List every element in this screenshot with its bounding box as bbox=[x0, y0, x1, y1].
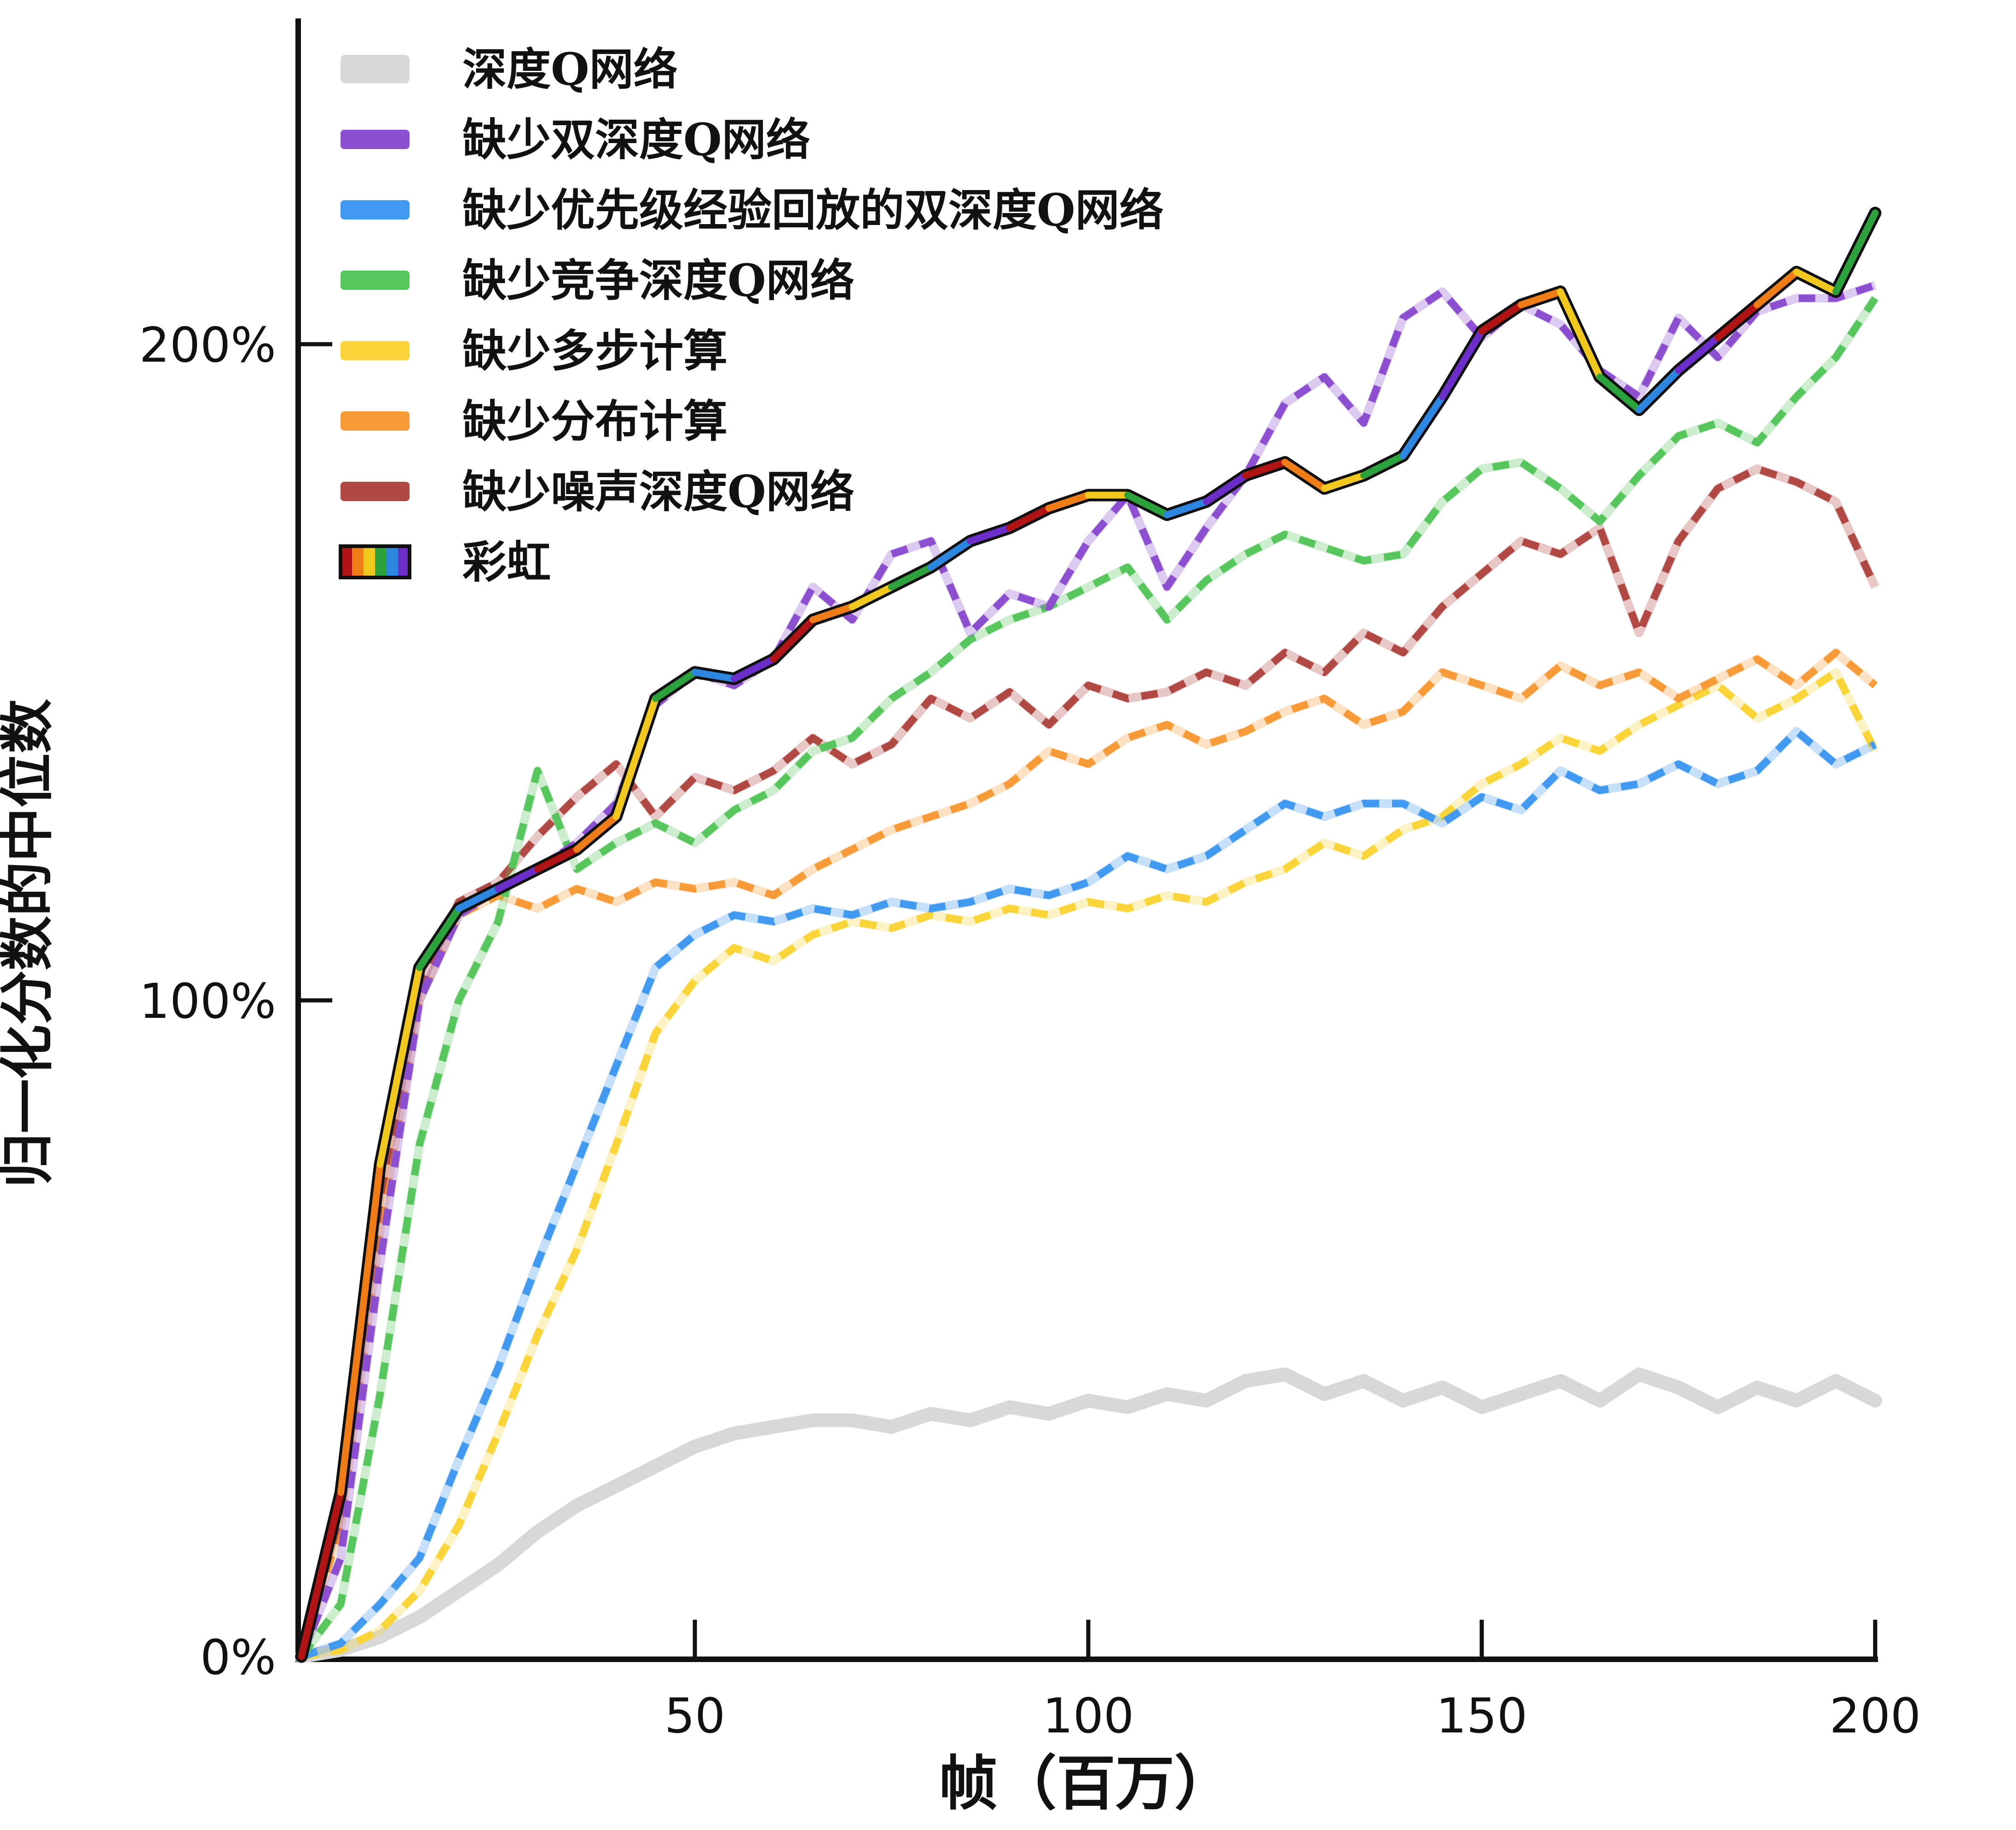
curve-rainbow-segment bbox=[1635, 367, 1682, 414]
legend-item: 缺少优先级经验回放的双深度Q网络 bbox=[341, 184, 1164, 236]
legend-swatch bbox=[341, 411, 410, 431]
curve-rainbow-segment bbox=[1360, 452, 1407, 479]
legend-swatch bbox=[341, 130, 410, 149]
series-缺少噪声深度Q网络 bbox=[297, 464, 1879, 1658]
curve-rainbow-segment bbox=[376, 964, 423, 1168]
y-axis-label: 归一化分数的中位数 bbox=[0, 699, 59, 1188]
legend-swatch-stripe bbox=[387, 546, 398, 577]
curve-rainbow-segment bbox=[1282, 459, 1328, 492]
curve-dashed bbox=[298, 465, 1879, 1658]
legend: 深度Q网络缺少双深度Q网络缺少优先级经验回放的双深度Q网络缺少竞争深度Q网络缺少… bbox=[339, 43, 1164, 588]
curve-rainbow-segment bbox=[534, 846, 580, 873]
y-tick-label: 200% bbox=[139, 317, 276, 373]
legend-swatch-stripe bbox=[341, 546, 352, 577]
legend-swatch-rainbow bbox=[339, 544, 411, 579]
curve-rainbow-segment bbox=[927, 537, 974, 571]
curve-rainbow-segment bbox=[495, 866, 541, 893]
x-tick-label: 200 bbox=[1830, 1688, 1921, 1744]
curve-rainbow-segment bbox=[731, 655, 777, 682]
curve-rainbow-segment bbox=[1439, 327, 1485, 400]
legend-swatch bbox=[341, 271, 410, 290]
x-tick-group: 50 100 150 200 bbox=[664, 1620, 1921, 1744]
curve-dashed bbox=[300, 669, 1879, 1660]
series-缺少竞争深度Q网络 bbox=[298, 295, 1879, 1659]
curve-solid bbox=[295, 1367, 1882, 1663]
curve-rainbow-segment bbox=[337, 1161, 384, 1496]
legend-label: 彩虹 bbox=[462, 536, 551, 588]
curve-rainbow-segment bbox=[1557, 288, 1603, 381]
curve-rainbow-segment bbox=[652, 669, 699, 702]
curve-rainbow-segment bbox=[888, 564, 935, 591]
legend-swatch bbox=[341, 482, 410, 501]
legend-label: 缺少优先级经验回放的双深度Q网络 bbox=[462, 184, 1164, 236]
legend-label: 缺少双深度Q网络 bbox=[462, 114, 810, 166]
legend-label: 缺少分布计算 bbox=[462, 395, 728, 447]
x-tick-label: 50 bbox=[664, 1688, 725, 1744]
y-tick-label: 0% bbox=[200, 1629, 276, 1686]
legend-swatch-stripe bbox=[364, 546, 375, 577]
curve-rainbow-segment bbox=[1006, 505, 1052, 531]
curve-rainbow-segment bbox=[770, 616, 816, 663]
curve-rainbow-segment bbox=[455, 885, 502, 912]
curve-rainbow-segment bbox=[612, 695, 659, 820]
y-tick-label: 100% bbox=[139, 973, 276, 1029]
curve-rainbow-segment bbox=[573, 813, 620, 853]
curve-dashed bbox=[300, 727, 1877, 1660]
legend-swatch bbox=[341, 55, 410, 83]
x-tick-label: 100 bbox=[1043, 1688, 1134, 1744]
curve-rainbow-segment bbox=[298, 1489, 344, 1660]
curve-rainbow-segment bbox=[849, 583, 895, 610]
curve-underlay bbox=[297, 464, 1879, 1658]
curve-rainbow-segment bbox=[967, 524, 1013, 545]
series-缺少多步计算 bbox=[300, 668, 1879, 1661]
curve-dashed bbox=[298, 649, 1878, 1658]
curve-rainbow-segment bbox=[1518, 288, 1564, 308]
curve-underlay bbox=[297, 648, 1878, 1658]
legend-label: 缺少多步计算 bbox=[462, 325, 728, 377]
curve-rainbow-segment bbox=[1714, 301, 1761, 341]
legend-item: 缺少噪声深度Q网络 bbox=[341, 466, 855, 518]
curve-rainbow-segment bbox=[1754, 268, 1800, 308]
legend-label: 缺少噪声深度Q网络 bbox=[462, 466, 855, 518]
y-tick-group: 0% 100% 200% bbox=[139, 317, 332, 1686]
curve-rainbow-segment bbox=[1242, 459, 1288, 479]
curve-rainbow-segment bbox=[416, 905, 462, 971]
legend-item: 彩虹 bbox=[339, 536, 551, 588]
legend-label: 缺少竞争深度Q网络 bbox=[462, 254, 855, 306]
legend-swatch-stripe bbox=[375, 546, 387, 577]
series-缺少分布计算 bbox=[297, 648, 1878, 1658]
curve-rainbow-segment bbox=[1596, 373, 1643, 414]
curve-rainbow-segment bbox=[809, 603, 856, 623]
curve-rainbow-segment bbox=[691, 669, 738, 682]
legend-item: 缺少竞争深度Q网络 bbox=[341, 254, 855, 306]
series-缺少优先级经验回放的双深度Q网络 bbox=[300, 727, 1877, 1661]
legend-item: 缺少多步计算 bbox=[341, 325, 728, 377]
curve-rainbow-segment bbox=[1478, 301, 1525, 335]
curve-rainbow-segment bbox=[1675, 334, 1721, 374]
curve-rainbow-segment bbox=[1321, 472, 1367, 492]
curve-rainbow-segment bbox=[1046, 491, 1092, 512]
legend-swatch bbox=[341, 200, 410, 219]
legend-swatch bbox=[341, 341, 410, 360]
curve-underlay bbox=[300, 668, 1879, 1661]
legend-swatch-stripe bbox=[352, 546, 364, 577]
legend-item: 深度Q网络 bbox=[341, 43, 678, 95]
x-tick-label: 150 bbox=[1436, 1688, 1528, 1744]
curve-rainbow-segment bbox=[1832, 209, 1879, 295]
curve-rainbow-segment bbox=[1793, 268, 1839, 295]
series-深度Q网络 bbox=[295, 1367, 1882, 1663]
legend-item: 缺少分布计算 bbox=[341, 395, 728, 447]
legend-swatch-stripe bbox=[398, 546, 410, 577]
x-axis-label: 帧（百万） bbox=[939, 1749, 1233, 1818]
legend-label: 深度Q网络 bbox=[462, 43, 678, 95]
series-彩虹 bbox=[295, 207, 1882, 1663]
curve-rainbow-segment bbox=[1203, 472, 1249, 505]
curve-rainbow-segment bbox=[1124, 491, 1171, 519]
curve-dashed bbox=[298, 296, 1878, 1659]
series-group bbox=[295, 207, 1882, 1663]
curve-rainbow-segment bbox=[1163, 498, 1210, 519]
curve-rainbow-segment bbox=[1399, 393, 1446, 459]
legend-item: 缺少双深度Q网络 bbox=[341, 114, 810, 166]
